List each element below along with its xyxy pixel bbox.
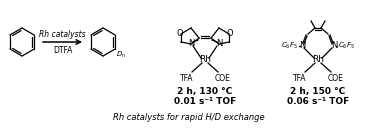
Text: 0.01 s⁻¹ TOF: 0.01 s⁻¹ TOF bbox=[174, 97, 236, 106]
Text: Rh catalysts: Rh catalysts bbox=[39, 30, 86, 39]
Text: $C_6F_5$: $C_6F_5$ bbox=[338, 41, 355, 51]
Text: O: O bbox=[177, 29, 183, 38]
Text: Rh: Rh bbox=[312, 55, 324, 64]
Text: Rh: Rh bbox=[199, 55, 211, 64]
Text: TFA: TFA bbox=[293, 74, 307, 83]
Text: O: O bbox=[227, 29, 233, 38]
Text: 2 h, 130 °C: 2 h, 130 °C bbox=[177, 87, 232, 96]
Text: TFA: TFA bbox=[180, 74, 194, 83]
Text: $C_6F_5$: $C_6F_5$ bbox=[281, 41, 298, 51]
Text: COE: COE bbox=[328, 74, 344, 83]
Text: 0.06 s⁻¹ TOF: 0.06 s⁻¹ TOF bbox=[287, 97, 349, 106]
Text: DTFA: DTFA bbox=[53, 46, 72, 55]
Text: Rh catalysts for rapid H/D exchange: Rh catalysts for rapid H/D exchange bbox=[113, 113, 265, 122]
Text: $D_n$: $D_n$ bbox=[116, 50, 126, 60]
Text: COE: COE bbox=[215, 74, 231, 83]
Text: N: N bbox=[331, 42, 337, 51]
Text: N: N bbox=[299, 42, 305, 51]
Text: N: N bbox=[216, 40, 222, 49]
Text: N: N bbox=[188, 40, 194, 49]
Text: 2 h, 150 °C: 2 h, 150 °C bbox=[290, 87, 345, 96]
